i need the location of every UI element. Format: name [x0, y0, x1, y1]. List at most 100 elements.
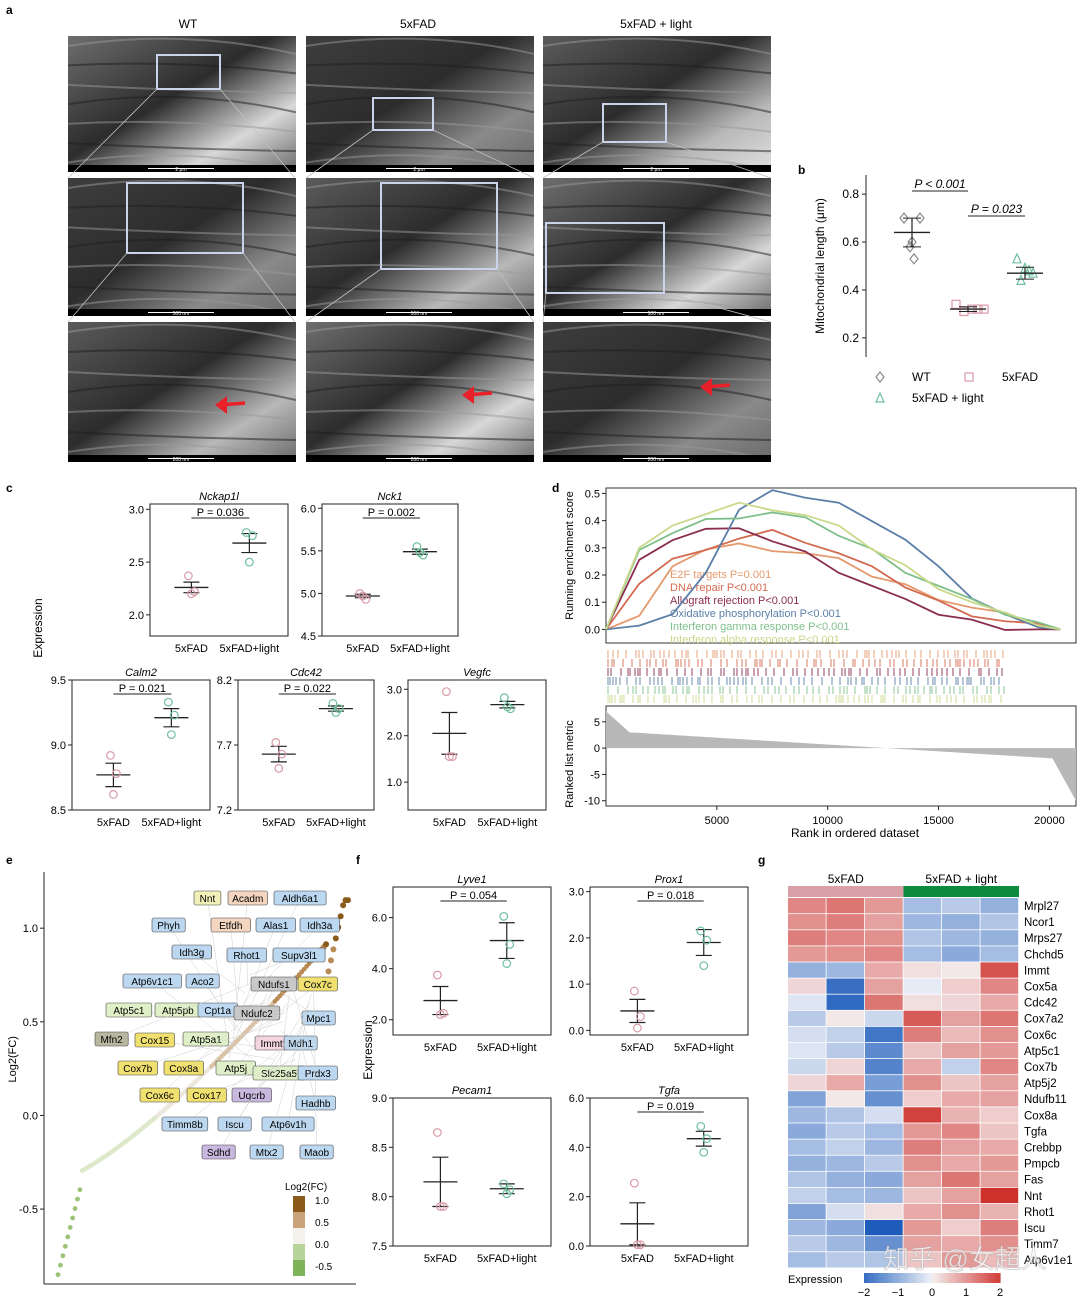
em-texture	[305, 62, 535, 75]
row-label: Mrps27	[1024, 933, 1062, 945]
heatmap-cell	[980, 1059, 1019, 1075]
heatmap-cell	[942, 930, 980, 946]
plot-frame	[237, 679, 375, 811]
data-point	[442, 687, 451, 697]
data-point-diamond	[899, 212, 909, 225]
gene-label-box	[186, 1087, 227, 1103]
heatmap-cell	[826, 1123, 865, 1139]
heatmap-cell	[826, 1010, 865, 1026]
heatmap-cell	[980, 1091, 1019, 1107]
em-texture	[67, 95, 297, 114]
legend-color-step	[891, 1273, 896, 1283]
gene-point	[62, 1243, 68, 1249]
data-point	[166, 730, 176, 739]
chart-d: 0.0 0.1 0.2 0.3 0.4 0.5 Running enrichment sco…	[564, 487, 1077, 840]
gene-label: Supv3l1	[281, 951, 318, 962]
plot-frame	[321, 503, 459, 637]
y-tick-label: -10	[584, 796, 600, 808]
em-texture	[305, 297, 535, 316]
em-zoom-line	[432, 129, 535, 179]
heatmap-cell	[942, 978, 980, 994]
x-tick-label: 5xFAD+light	[477, 1042, 537, 1054]
gene-point	[337, 913, 344, 920]
gene-label-box	[105, 1002, 153, 1018]
heatmap-cell	[826, 1139, 865, 1155]
heatmap-cell	[826, 978, 865, 994]
gene-label: Atp5j	[224, 1064, 247, 1075]
x-tick-label: 5xFAD	[424, 1042, 457, 1054]
data-point	[355, 589, 365, 598]
gene-label: Cox7c	[304, 980, 332, 991]
heatmap-cell	[865, 1155, 903, 1171]
gene-label: Sdhd	[207, 1148, 230, 1159]
legend-color-step	[877, 1273, 882, 1283]
y-tick-label: 0.4	[842, 283, 859, 297]
gene-label-box	[273, 890, 327, 906]
gene-label: Atp5a1	[190, 1035, 222, 1046]
plot-title: Lyve1	[457, 874, 486, 886]
em-texture	[67, 238, 297, 257]
data-point	[502, 702, 512, 712]
heatmap-cell	[942, 1107, 980, 1123]
label-connector	[240, 924, 276, 1013]
plot-frame	[71, 679, 211, 811]
heatmap-cell	[903, 930, 942, 946]
heatmap-cell	[980, 1252, 1019, 1268]
heatmap-cell	[788, 1155, 826, 1171]
gene-point	[60, 1253, 66, 1259]
em-texture	[67, 443, 297, 461]
heatmap-cell	[788, 1091, 826, 1107]
em-scale-label: 500 nm	[411, 311, 428, 317]
legend-color-step	[874, 1273, 879, 1283]
em-texture	[542, 264, 772, 276]
y-tick-label: 6.0	[372, 913, 387, 925]
heatmap-cell	[826, 994, 865, 1010]
gene-point	[58, 1262, 63, 1268]
es-series-line	[605, 527, 1061, 631]
gene-label-box	[210, 917, 251, 933]
es-plot-frame	[605, 487, 1077, 644]
data-point	[445, 752, 454, 762]
heatmap-cell	[942, 1042, 980, 1059]
y-tick-label: 9.0	[372, 1093, 387, 1105]
em-zoom-box	[126, 182, 244, 254]
y-tick-label: 2.0	[129, 610, 144, 622]
legend-color-step	[881, 1273, 885, 1283]
em-texture	[305, 285, 535, 296]
gene-label-box	[249, 1144, 284, 1160]
y-tick-label: 0.4	[585, 516, 600, 528]
y-tick-label: 0.0	[569, 1241, 584, 1253]
em-texture	[305, 323, 535, 341]
gene-point	[70, 1215, 76, 1221]
chart-g: 5xFAD 5xFAD + light Mrpl27 Ncor1 Mrps27 Chchd…	[788, 872, 1073, 1299]
y-tick-label: 0.1	[585, 597, 600, 609]
label-connector	[300, 1040, 316, 1104]
row-label: Iscu	[1024, 1223, 1045, 1235]
legend-color-step	[979, 1273, 984, 1283]
em-texture	[542, 154, 772, 172]
p-value: P = 0.036	[197, 507, 244, 519]
heatmap-cell	[788, 1220, 826, 1236]
data-point	[108, 790, 118, 799]
data-point	[433, 970, 442, 980]
legend-color-step	[867, 1273, 872, 1283]
legend-color-step	[928, 1273, 933, 1283]
label-connector	[258, 983, 318, 1032]
heatmap-cell	[826, 1155, 865, 1171]
em-texture	[305, 120, 535, 133]
heatmap-cell	[903, 1107, 942, 1123]
row-label: Cox6c	[1024, 1030, 1057, 1042]
p-value: P < 0.001	[914, 177, 965, 191]
heatmap-cell	[788, 1203, 826, 1220]
data-point	[499, 1179, 509, 1189]
row-label: Cox5a	[1024, 982, 1058, 994]
em-image	[306, 36, 534, 172]
em-texture	[67, 204, 297, 217]
y-tick-label: 2.5	[129, 557, 144, 569]
data-point	[502, 959, 512, 968]
heatmap-cell	[865, 1042, 903, 1059]
row-label: Cox7b	[1024, 1062, 1057, 1074]
gene-label-box	[233, 1005, 281, 1021]
plot-title: Cdc42	[290, 667, 322, 679]
data-point	[111, 769, 121, 778]
